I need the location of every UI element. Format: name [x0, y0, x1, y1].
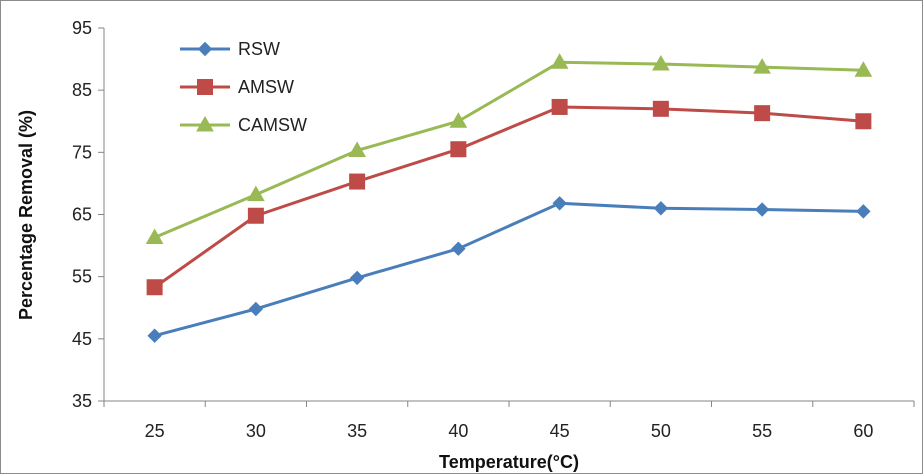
data-point-amsw	[754, 105, 771, 122]
series-layer	[145, 53, 873, 343]
x-axis-title: Temperature(°C)	[439, 452, 579, 472]
data-point-rsw	[754, 202, 770, 217]
data-point-rsw	[349, 270, 365, 286]
legend-label-amsw: AMSW	[238, 77, 294, 97]
data-point-rsw	[451, 241, 466, 256]
x-tick-label: 50	[651, 421, 671, 441]
legend-item-rsw: RSW	[180, 39, 280, 59]
data-point-amsw	[855, 113, 872, 130]
y-tick-label: 45	[72, 329, 92, 349]
axes	[98, 27, 915, 407]
data-point-rsw	[248, 301, 264, 317]
y-tick-label: 75	[72, 142, 92, 162]
series-line-amsw	[153, 105, 864, 289]
series-line-camsw	[154, 60, 864, 239]
series-line-rsw	[154, 201, 864, 338]
legend-item-camsw: CAMSW	[180, 115, 307, 135]
data-point-camsw	[854, 61, 873, 77]
y-tick-label: 55	[72, 267, 92, 287]
data-point-camsw	[145, 228, 164, 245]
x-tick-label: 55	[752, 421, 772, 441]
y-tick-label: 95	[72, 18, 92, 38]
legend-item-amsw: AMSW	[180, 77, 294, 97]
data-point-rsw	[147, 328, 162, 343]
data-point-rsw	[856, 204, 871, 219]
data-point-camsw	[652, 55, 670, 71]
legend-marker-amsw	[197, 79, 213, 95]
y-tick-label: 35	[72, 391, 92, 411]
data-point-amsw	[247, 207, 264, 224]
data-point-amsw	[551, 98, 568, 115]
y-tick-label: 85	[72, 80, 92, 100]
legend-marker-rsw	[197, 41, 213, 57]
data-point-amsw	[349, 173, 366, 190]
legend-marker-camsw	[196, 115, 214, 132]
series-rsw	[147, 196, 871, 343]
data-point-camsw	[247, 185, 265, 202]
y-axis-title: Percentage Removal (%)	[16, 110, 36, 320]
y-tick-label: 65	[72, 205, 92, 225]
x-tick-label: 35	[347, 421, 367, 441]
legend-label-camsw: CAMSW	[238, 115, 307, 135]
x-tick-label: 25	[145, 421, 165, 441]
data-point-amsw	[450, 141, 467, 158]
data-point-amsw	[146, 279, 163, 296]
data-point-rsw	[552, 196, 567, 211]
x-tick-labels: 25 30 35 40 45 50 55 60	[145, 421, 874, 441]
data-point-camsw	[753, 58, 771, 74]
data-point-camsw	[348, 141, 366, 157]
legend: RSW AMSW CAMSW	[180, 39, 307, 135]
data-point-camsw	[550, 53, 569, 69]
legend-label-rsw: RSW	[238, 39, 280, 59]
data-point-amsw	[652, 100, 669, 117]
x-tick-label: 30	[246, 421, 266, 441]
x-tick-label: 40	[448, 421, 468, 441]
x-tick-label: 60	[853, 421, 873, 441]
data-point-camsw	[449, 112, 468, 128]
series-amsw	[146, 98, 872, 296]
series-camsw	[145, 53, 873, 245]
data-point-rsw	[653, 201, 669, 216]
y-tick-labels: 35 45 55 65 75 85 95	[72, 18, 92, 411]
x-tick-label: 45	[550, 421, 570, 441]
